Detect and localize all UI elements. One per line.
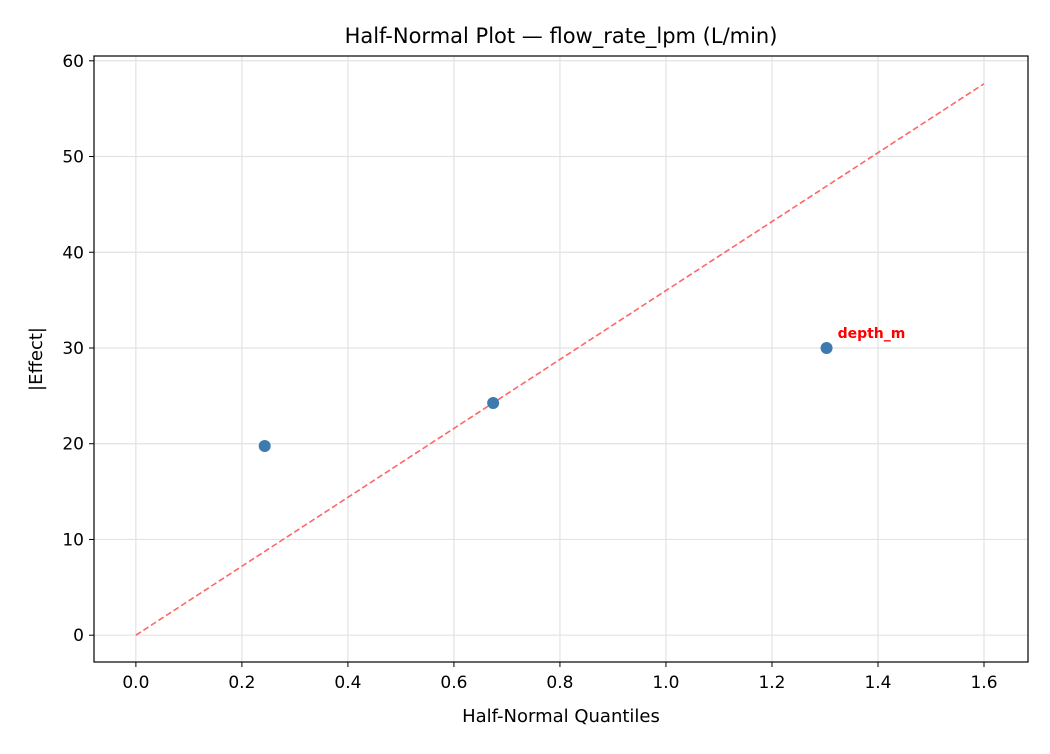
points-group: depth_m xyxy=(258,326,906,453)
reference-line-group xyxy=(135,83,985,636)
y-tick-label: 60 xyxy=(62,52,84,72)
x-tick-label: 1.6 xyxy=(970,673,997,693)
point-annotation: depth_m xyxy=(838,326,906,342)
x-tick-label: 1.4 xyxy=(864,673,891,693)
x-tick-label: 1.2 xyxy=(758,673,785,693)
data-point xyxy=(487,397,500,410)
y-tick-label: 20 xyxy=(62,435,84,455)
x-tick-label: 0.0 xyxy=(122,673,149,693)
x-tick-label: 0.8 xyxy=(546,673,573,693)
x-tick-label: 0.4 xyxy=(334,673,361,693)
y-tick-label: 10 xyxy=(62,530,84,550)
plot-frame xyxy=(93,55,1029,663)
y-tick-label: 50 xyxy=(62,148,84,168)
y-ticks: 0 10 20 30 40 50 60 xyxy=(62,52,94,646)
x-tick-label: 0.2 xyxy=(228,673,255,693)
data-point xyxy=(258,440,271,453)
data-point xyxy=(820,341,833,354)
y-tick-label: 30 xyxy=(62,339,84,359)
chart-title: Half-Normal Plot — flow_rate_lpm (L/min) xyxy=(345,24,778,49)
x-tick-label: 1.0 xyxy=(652,673,679,693)
y-axis-label: |Effect| xyxy=(26,327,47,391)
x-axis-label: Half-Normal Quantiles xyxy=(462,706,660,727)
x-tick-label: 0.6 xyxy=(440,673,467,693)
y-tick-label: 0 xyxy=(73,626,84,646)
reference-line xyxy=(135,83,985,636)
y-tick-label: 40 xyxy=(62,243,84,263)
x-ticks: 0.0 0.2 0.4 0.6 0.8 1.0 1.2 1.4 1.6 xyxy=(122,662,998,693)
